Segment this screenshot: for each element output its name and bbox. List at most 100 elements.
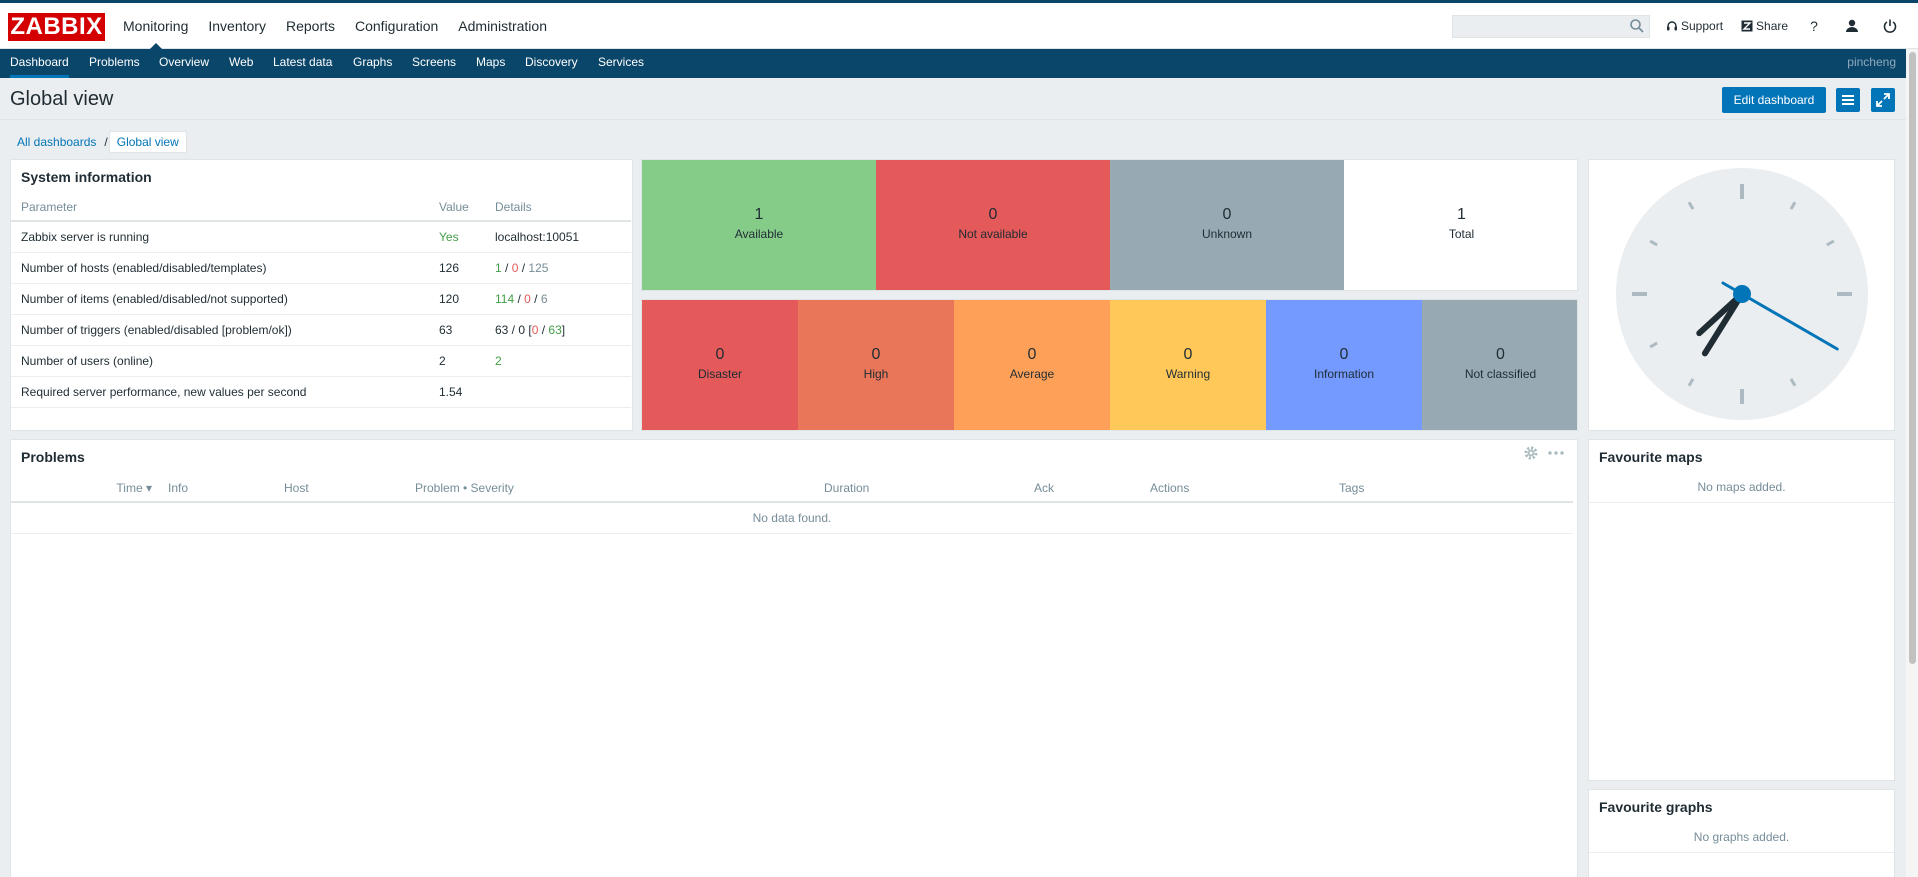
tile-count: 0 <box>1496 346 1505 363</box>
username[interactable]: pincheng <box>1847 55 1896 69</box>
menu-administration[interactable]: Administration <box>458 18 547 34</box>
no-graphs-message: No graphs added. <box>1693 830 1790 844</box>
fullscreen-button[interactable] <box>1871 88 1895 112</box>
severity-warning[interactable]: 0 Warning <box>1110 300 1266 430</box>
clock-tick <box>1789 201 1797 210</box>
tile-count: 0 <box>1183 346 1193 363</box>
subnav-latest-data[interactable]: Latest data <box>273 55 333 69</box>
value-cell: 63 <box>429 314 485 346</box>
disabled-count: 0 <box>524 291 531 306</box>
menu-inventory[interactable]: Inventory <box>208 18 266 34</box>
ok-count: 63 <box>548 322 562 337</box>
problems-table: Time ▾ Info Host Problem • Severity Dura… <box>11 474 1573 534</box>
host-availability-available[interactable]: 1 Available <box>642 160 876 290</box>
host-availability-total[interactable]: 1 Total <box>1344 160 1577 290</box>
clock-widget <box>1588 159 1895 431</box>
details-sep: / <box>530 291 541 306</box>
top-stripe <box>0 0 1918 3</box>
breadcrumb-global-view[interactable]: Global view <box>108 131 187 153</box>
support-link[interactable]: Support <box>1666 19 1723 33</box>
search-input[interactable] <box>1452 15 1650 38</box>
host-availability-not-available[interactable]: 0 Not available <box>876 160 1110 290</box>
menu-reports[interactable]: Reports <box>285 18 335 34</box>
problems-title: Problems <box>21 449 85 465</box>
severity-high[interactable]: 0 High <box>798 300 954 430</box>
column-value: Value <box>429 194 485 222</box>
host-availability-widget: 1 Available 0 Not available 0 Unknown 1 Tota… <box>641 159 1578 291</box>
details-sep: / <box>538 322 549 337</box>
help-link[interactable]: ? <box>1810 18 1818 34</box>
column-info: Info <box>168 474 284 503</box>
column-problem-severity[interactable]: Problem • Severity <box>415 474 824 503</box>
menu-configuration[interactable]: Configuration <box>355 18 439 34</box>
tile-label: Not classified <box>1464 367 1537 381</box>
severity-average[interactable]: 0 Average <box>954 300 1110 430</box>
table-row: Number of triggers (enabled/disabled [pr… <box>11 314 631 346</box>
details-text: localhost:10051 <box>495 229 580 244</box>
subnav-problems[interactable]: Problems <box>89 55 140 69</box>
column-time[interactable]: Time ▾ <box>11 474 168 503</box>
subnav-overview[interactable]: Overview <box>159 55 210 69</box>
breadcrumb-all-dashboards[interactable]: All dashboards <box>17 135 97 149</box>
tile-count: 1 <box>754 206 764 223</box>
details-sep: / <box>501 260 512 275</box>
param-cell: Required server performance, new values … <box>11 376 429 408</box>
search-icon[interactable] <box>1628 17 1646 35</box>
fullscreen-icon <box>1876 93 1890 107</box>
severity-disaster[interactable]: 0 Disaster <box>642 300 798 430</box>
tile-label: Warning <box>1165 367 1211 381</box>
title-divider <box>0 119 1906 120</box>
share-link[interactable]: Share <box>1741 19 1788 33</box>
param-cell: Number of users (online) <box>11 345 429 377</box>
details-cell: 63 / 0 [0 / 63] <box>485 314 631 346</box>
value-cell: 2 <box>429 345 485 377</box>
subnav-maps[interactable]: Maps <box>476 55 506 69</box>
sign-out-icon[interactable] <box>1882 18 1898 34</box>
disabled-count: 0 <box>511 260 519 275</box>
support-label: Support <box>1681 19 1724 33</box>
details-cell: 114 / 0 / 6 <box>485 283 631 315</box>
tile-count: 0 <box>1222 206 1232 223</box>
subnav-web[interactable]: Web <box>229 55 254 69</box>
column-actions: Actions <box>1150 474 1339 503</box>
severity-not-classified[interactable]: 0 Not classified <box>1422 300 1577 430</box>
tile-label: Unknown <box>1201 227 1253 241</box>
table-row: Number of hosts (enabled/disabled/templa… <box>11 252 631 284</box>
host-availability-unknown[interactable]: 0 Unknown <box>1110 160 1344 290</box>
details-cell <box>485 376 631 408</box>
subnav-services[interactable]: Services <box>598 55 645 69</box>
tile-label: Information <box>1313 367 1375 381</box>
column-parameter: Parameter <box>11 194 429 222</box>
clock-tick <box>1826 239 1835 247</box>
menu-monitoring[interactable]: Monitoring <box>113 3 198 50</box>
minute-hand <box>1701 291 1745 357</box>
more-options-icon[interactable] <box>1547 445 1565 461</box>
system-information-title: System information <box>21 169 152 185</box>
gear-icon[interactable] <box>1523 445 1539 461</box>
details-sep: / <box>518 260 529 275</box>
menu-icon <box>1842 95 1854 105</box>
divider <box>1589 852 1894 853</box>
subnav-discovery[interactable]: Discovery <box>525 55 578 69</box>
clock-tick <box>1687 201 1695 210</box>
tile-count: 0 <box>715 346 725 363</box>
edit-dashboard-button[interactable]: Edit dashboard <box>1722 87 1826 113</box>
column-host[interactable]: Host <box>284 474 415 503</box>
user-profile-icon[interactable] <box>1844 18 1860 34</box>
table-row: Number of items (enabled/disabled/not su… <box>11 283 631 315</box>
dashboard-menu-button[interactable] <box>1836 88 1860 112</box>
page-scrollbar-thumb[interactable] <box>1909 52 1916 664</box>
headset-icon <box>1667 21 1677 31</box>
details-cell: localhost:10051 <box>485 221 631 253</box>
severity-information[interactable]: 0 Information <box>1266 300 1422 430</box>
subnav-screens[interactable]: Screens <box>412 55 457 69</box>
subnav-graphs[interactable]: Graphs <box>353 55 393 69</box>
online-count: 2 <box>495 353 502 368</box>
zabbix-logo[interactable]: ZABBIX <box>8 13 105 41</box>
tile-label: Not available <box>958 227 1028 241</box>
system-information-table: Parameter Value Details Zabbix server is… <box>11 194 631 408</box>
clock-ticks <box>1632 184 1852 404</box>
tile-label: High <box>863 367 889 381</box>
subnav-dashboard[interactable]: Dashboard <box>10 49 69 78</box>
value-cell: 126 <box>429 252 485 284</box>
